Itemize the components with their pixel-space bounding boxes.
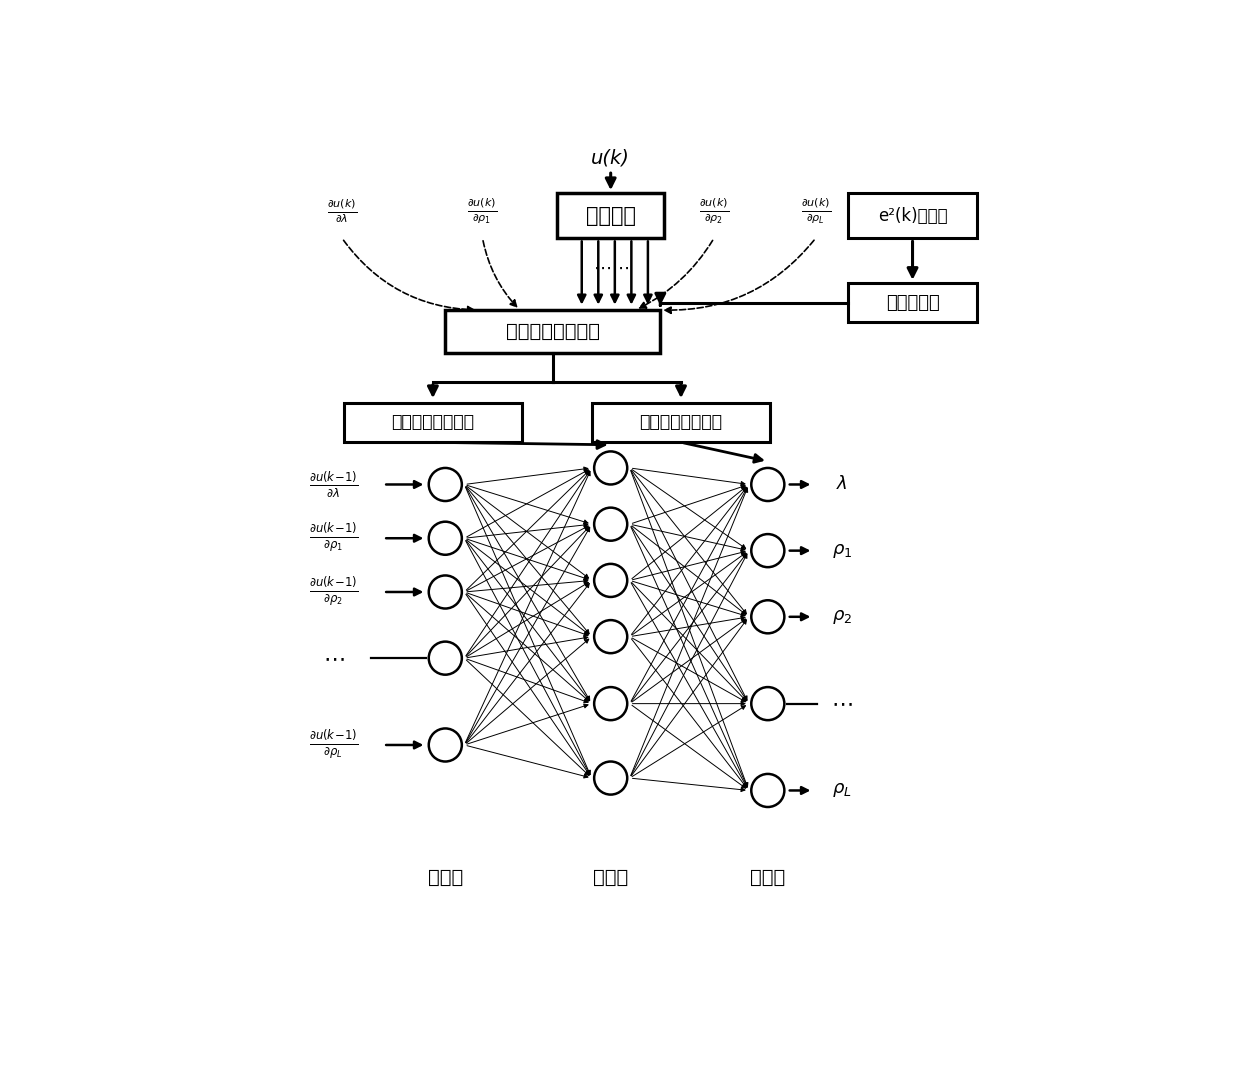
Text: $\cdots$: $\cdots$ [831,694,853,713]
Circle shape [751,534,785,567]
Text: $\frac{\partial u(k\!-\!1)}{\partial \lambda}$: $\frac{\partial u(k\!-\!1)}{\partial \la… [309,469,358,499]
Text: $\frac{\partial u(k\!-\!1)}{\partial \rho_1}$: $\frac{\partial u(k\!-\!1)}{\partial \rh… [309,522,358,554]
Text: $\rho_L$: $\rho_L$ [832,782,852,799]
Text: 更新隐含层权系数: 更新隐含层权系数 [392,413,475,432]
Circle shape [751,600,785,634]
Circle shape [429,522,461,555]
FancyBboxPatch shape [591,403,770,442]
FancyBboxPatch shape [343,403,522,442]
Circle shape [429,576,461,609]
Text: $\rho_2$: $\rho_2$ [832,608,852,626]
Circle shape [594,451,627,484]
FancyBboxPatch shape [848,282,977,322]
Text: 梯度下降法: 梯度下降法 [885,293,940,311]
Text: $\rho_1$: $\rho_1$ [832,541,852,560]
Text: 输入层: 输入层 [428,868,463,887]
Text: $\cdots\cdots$: $\cdots\cdots$ [593,259,629,277]
Text: $\frac{\partial u(k)}{\partial \rho_1}$: $\frac{\partial u(k)}{\partial \rho_1}$ [467,197,497,227]
Text: 梯度信息: 梯度信息 [585,206,636,226]
Text: 系统误差反向传播: 系统误差反向传播 [506,322,600,340]
Text: e²(k)最小化: e²(k)最小化 [878,206,947,224]
Text: $\frac{\partial u(k)}{\partial \rho_L}$: $\frac{\partial u(k)}{\partial \rho_L}$ [801,197,831,227]
Circle shape [594,508,627,540]
Text: $\frac{\partial u(k)}{\partial \rho_2}$: $\frac{\partial u(k)}{\partial \rho_2}$ [699,197,729,227]
Circle shape [751,468,785,502]
Circle shape [594,761,627,795]
Circle shape [429,641,461,674]
Text: $\cdots$: $\cdots$ [322,648,345,668]
Circle shape [594,564,627,597]
FancyBboxPatch shape [848,193,977,238]
Circle shape [751,687,785,721]
Text: u(k): u(k) [591,148,630,168]
Circle shape [594,620,627,653]
Circle shape [429,728,461,761]
FancyBboxPatch shape [445,310,661,353]
Text: 更新输出层权系数: 更新输出层权系数 [640,413,723,432]
Text: $\lambda$: $\lambda$ [837,476,848,493]
FancyBboxPatch shape [557,193,665,238]
Text: $\frac{\partial u(k\!-\!1)}{\partial \rho_2}$: $\frac{\partial u(k\!-\!1)}{\partial \rh… [309,576,358,608]
Text: 输出层: 输出层 [750,868,785,887]
Circle shape [594,687,627,721]
Circle shape [751,774,785,807]
Text: 隐含层: 隐含层 [593,868,629,887]
Text: $\frac{\partial u(k\!-\!1)}{\partial \rho_L}$: $\frac{\partial u(k\!-\!1)}{\partial \rh… [309,729,358,761]
Circle shape [429,468,461,502]
Text: $\frac{\partial u(k)}{\partial \lambda}$: $\frac{\partial u(k)}{\partial \lambda}$ [327,198,357,226]
